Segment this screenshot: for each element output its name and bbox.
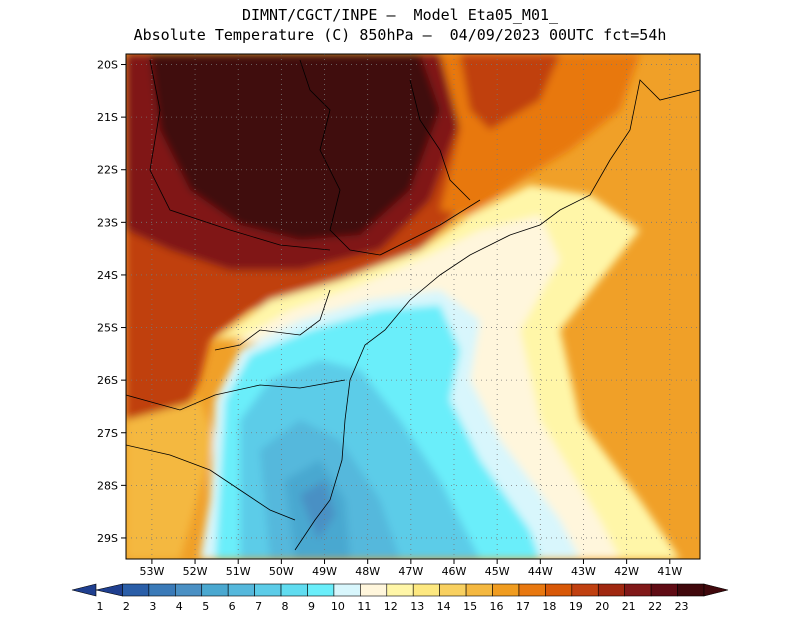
colorbar-segment (439, 583, 467, 597)
lat-label: 25S (97, 322, 118, 335)
colorbar-label: 11 (357, 600, 371, 613)
colorbar-label: 5 (202, 600, 209, 613)
colorbar-segment (227, 583, 255, 597)
longitude-labels: 53W 52W 51W 50W 49W 48W 47W 46W 45W 44W 43W 42W 41W (139, 559, 682, 578)
colorbar-label: 8 (282, 600, 289, 613)
lat-label: 26S (97, 374, 118, 387)
colorbar-label: 14 (437, 600, 451, 613)
lon-label: 44W (528, 565, 553, 578)
temperature-field (126, 54, 700, 559)
colorbar-segment (95, 583, 123, 597)
lat-label: 20S (97, 59, 118, 72)
lon-label: 43W (571, 565, 596, 578)
map-title-line1: DIMNT/CGCT/INPE — Model Eta05_M01_ (241, 6, 559, 24)
colorbar-segment (465, 583, 493, 597)
colorbar-label: 4 (176, 600, 183, 613)
colorbar-arrow-left (71, 583, 97, 597)
graticule (126, 54, 700, 559)
colorbar-label: 6 (229, 600, 236, 613)
colorbar-segment (307, 583, 335, 597)
colorbar-segment (571, 583, 599, 597)
colorbar-label: 21 (622, 600, 636, 613)
colorbar-segment (492, 583, 520, 597)
colorbar-label: 3 (149, 600, 156, 613)
colorbar-segment (333, 583, 361, 597)
colorbar-label: 18 (542, 600, 556, 613)
colorbar-label: 2 (123, 600, 130, 613)
colorbar-label: 12 (384, 600, 398, 613)
lat-label: 27S (97, 427, 118, 440)
colorbar-segment (624, 583, 652, 597)
colorbar-label: 19 (569, 600, 583, 613)
lat-label: 29S (97, 532, 118, 545)
coastline-and-borders (126, 59, 700, 551)
lon-label: 42W (614, 565, 639, 578)
lon-label: 53W (139, 565, 164, 578)
colorbar-segment (175, 583, 203, 597)
latitude-labels: 20S 21S 22S 23S 24S 25S 26S 27S 28S 29S (97, 59, 126, 545)
colorbar-segment (412, 583, 440, 597)
lon-label: 41W (657, 565, 682, 578)
colorbar-segment (386, 583, 414, 597)
lon-label: 45W (485, 565, 510, 578)
colorbar-segment (677, 583, 705, 597)
lon-label: 49W (312, 565, 337, 578)
colorbar-arrow-right (703, 583, 729, 597)
colorbar-segment (360, 583, 388, 597)
map-frame (125, 53, 701, 560)
colorbar-label: 16 (490, 600, 504, 613)
lon-label: 51W (226, 565, 251, 578)
colorbar-segment (280, 583, 308, 597)
colorbar-segment (650, 583, 678, 597)
colorbar-label: 9 (308, 600, 315, 613)
map-title-line2: Absolute Temperature (C) 850hPa — 04/09/… (133, 26, 667, 44)
colorbar-label: 7 (255, 600, 262, 613)
lon-label: 47W (398, 565, 423, 578)
lat-label: 24S (97, 269, 118, 282)
colorbar-segment (518, 583, 546, 597)
colorbar: 1 2 3 4 5 6 7 8 9 10 11 12 13 14 15 16 17 18 19 20 21 22 23 (71, 583, 729, 613)
lon-label: 52W (183, 565, 208, 578)
colorbar-label: 20 (595, 600, 609, 613)
colorbar-label: 17 (516, 600, 530, 613)
lon-label: 46W (442, 565, 467, 578)
colorbar-label: 13 (410, 600, 424, 613)
colorbar-label: 23 (675, 600, 689, 613)
lat-label: 23S (97, 216, 118, 229)
colorbar-label: 10 (331, 600, 345, 613)
lat-label: 22S (97, 164, 118, 177)
lon-label: 50W (269, 565, 294, 578)
colorbar-segment (545, 583, 573, 597)
lat-label: 21S (97, 111, 118, 124)
lat-label: 28S (97, 479, 118, 492)
colorbar-segment (201, 583, 229, 597)
colorbar-segment (122, 583, 150, 597)
colorbar-label: 15 (463, 600, 477, 613)
colorbar-label: 22 (648, 600, 662, 613)
lon-label: 48W (355, 565, 380, 578)
colorbar-segment (597, 583, 625, 597)
colorbar-segment (254, 583, 282, 597)
colorbar-segment (148, 583, 176, 597)
colorbar-label: 1 (97, 600, 104, 613)
